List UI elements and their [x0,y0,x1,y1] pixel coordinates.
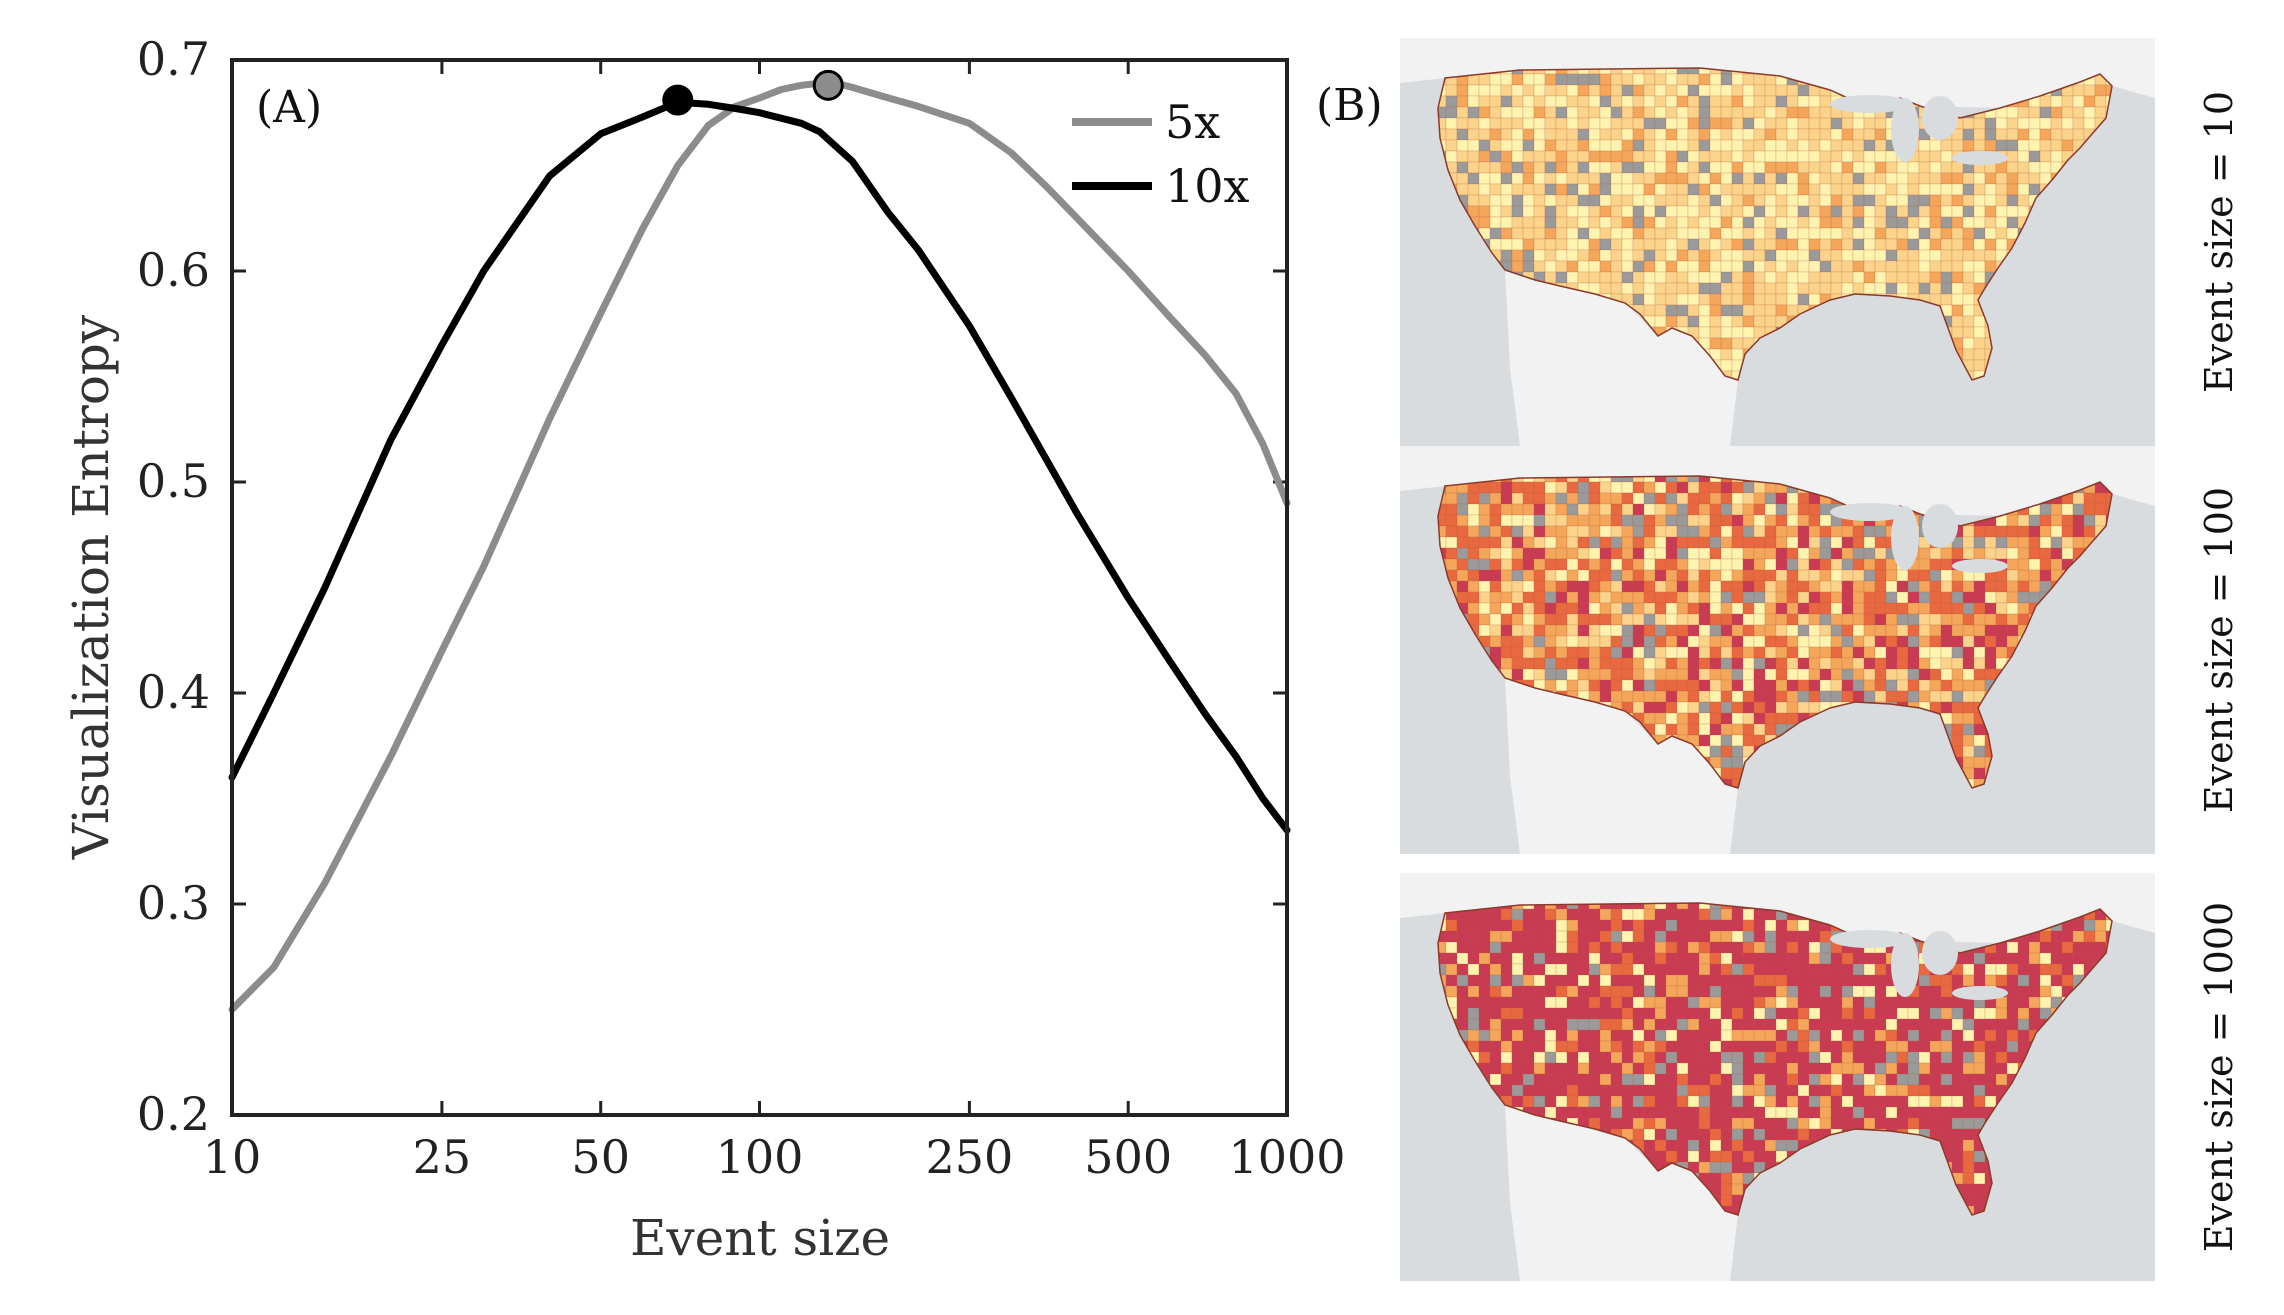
canada-landmass [1400,446,2155,516]
caption-event-size-10-wrap: Event size = 10 [2170,38,2270,446]
plot-frame [230,58,1289,1117]
panel-b-label-wrap: (B) [1316,80,1383,131]
lake-huron [1922,504,1958,548]
legend: 5x 10x [1072,95,1250,213]
canada-landmass [1400,38,2155,108]
panel-b-label: (B) [1316,80,1383,131]
lake-erie [1952,151,2008,165]
tick-labels: 10 25 50 100 250 500 1000 0.2 0.3 0.4 0.5 0.6 0.7 [137,32,1346,1184]
mexico-landmass [1505,678,1738,854]
y-tick-label: 0.3 [137,876,210,930]
caption-event-size-1000: Event size = 1000 [2197,902,2241,1252]
y-axis-title: Visualization Entropy [62,314,120,860]
plot-area [232,60,1287,1115]
lake-michigan [1891,506,1919,570]
entropy-line-chart: 10 25 50 100 250 500 1000 0.2 0.3 0.4 0.5 0.6 0.7 (A… [62,32,1346,1267]
y-tick-label: 0.4 [137,665,210,719]
lake-michigan [1891,933,1919,997]
x-axis-title: Event size [630,1209,890,1267]
lake-superior [1830,503,1910,521]
caption-event-size-100: Event size = 100 [2197,487,2241,813]
y-tick-label: 0.5 [137,454,210,508]
x-tick-label: 100 [716,1130,804,1184]
peak-marker-10x [662,84,694,116]
map-event-size-100 [1400,446,2155,854]
legend-label-5x: 5x [1165,95,1220,149]
lake-erie [1952,559,2008,573]
series-layer [228,69,1291,1013]
us-outline [1437,475,2113,789]
map-event-size-1000 [1400,873,2155,1281]
x-tick-label: 10 [203,1130,262,1184]
y-tick-label: 0.7 [137,32,210,86]
map-event-size-10 [1400,38,2155,446]
y-tick-label: 0.6 [137,243,210,297]
mexico-landmass [1505,1105,1738,1281]
x-tick-label: 1000 [1228,1130,1345,1184]
us-outline [1437,67,2113,381]
series-line-10x [228,98,1291,834]
x-tick-label: 50 [571,1130,630,1184]
lake-michigan [1891,98,1919,162]
x-tick-label: 250 [926,1130,1014,1184]
panel-a-label: (A) [256,82,322,133]
lake-erie [1952,986,2008,1000]
us-outline [1437,902,2113,1216]
x-tick-label: 25 [413,1130,472,1184]
y-tick-label: 0.2 [137,1087,210,1141]
caption-event-size-10: Event size = 10 [2197,91,2241,393]
legend-label-10x: 10x [1165,159,1250,213]
peak-marker-5x [812,69,844,101]
caption-event-size-100-wrap: Event size = 100 [2170,446,2270,854]
series-line-5x [228,79,1291,1013]
lake-superior [1830,930,1910,948]
caption-event-size-1000-wrap: Event size = 1000 [2170,873,2270,1281]
lake-superior [1830,95,1910,113]
mexico-landmass [1505,270,1738,446]
x-tick-label: 500 [1084,1130,1172,1184]
lake-huron [1922,96,1958,140]
canada-landmass [1400,873,2155,943]
lake-huron [1922,931,1958,975]
